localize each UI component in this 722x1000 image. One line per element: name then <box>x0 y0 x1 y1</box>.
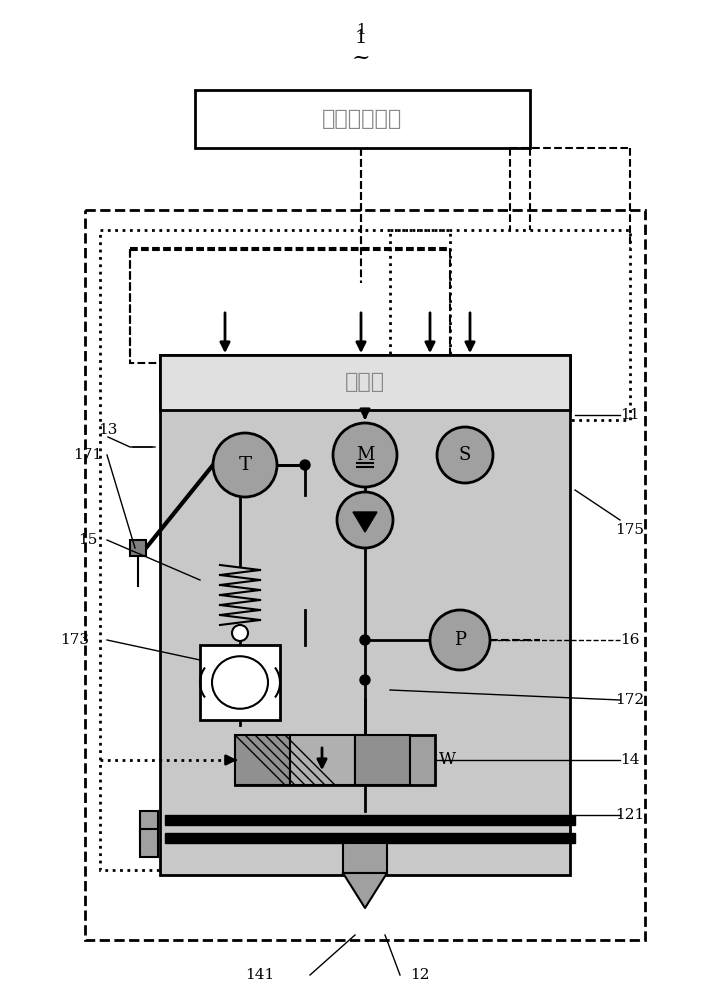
Circle shape <box>232 625 248 641</box>
Bar <box>165 833 575 843</box>
Text: 175: 175 <box>615 523 645 537</box>
Circle shape <box>337 492 393 548</box>
Bar <box>390 230 630 420</box>
Bar <box>130 540 146 556</box>
Polygon shape <box>343 873 387 908</box>
Text: S: S <box>458 446 471 464</box>
Text: 121: 121 <box>615 808 645 822</box>
Text: 16: 16 <box>620 633 640 647</box>
Polygon shape <box>353 512 377 532</box>
Text: 172: 172 <box>615 693 645 707</box>
Bar <box>130 248 450 363</box>
Bar <box>160 355 570 875</box>
Bar <box>195 90 530 148</box>
Text: ~: ~ <box>352 47 370 69</box>
Text: 173: 173 <box>61 633 90 647</box>
Circle shape <box>213 433 277 497</box>
Text: 171: 171 <box>74 448 103 462</box>
Bar <box>140 811 158 839</box>
Text: T: T <box>238 456 251 474</box>
Text: 141: 141 <box>245 968 274 982</box>
Text: 1: 1 <box>355 29 367 47</box>
Text: W: W <box>438 752 456 768</box>
Text: 11: 11 <box>620 408 640 422</box>
Text: M: M <box>356 446 374 464</box>
Circle shape <box>430 610 490 670</box>
Bar <box>160 355 570 410</box>
Circle shape <box>360 635 370 645</box>
Text: 14: 14 <box>620 753 640 767</box>
Bar <box>235 735 290 785</box>
Circle shape <box>437 427 493 483</box>
Bar <box>355 735 410 785</box>
Text: 12: 12 <box>410 968 430 982</box>
Text: P: P <box>454 631 466 649</box>
Text: 13: 13 <box>98 423 118 437</box>
Bar <box>165 815 575 825</box>
Bar <box>200 645 280 720</box>
Bar <box>343 843 387 873</box>
Bar <box>290 735 355 785</box>
Bar <box>100 230 450 870</box>
Bar <box>235 735 435 785</box>
Text: 其他信号输入: 其他信号输入 <box>323 108 403 130</box>
Text: 1: 1 <box>356 23 366 37</box>
Circle shape <box>333 423 397 487</box>
Circle shape <box>300 460 310 470</box>
Bar <box>140 829 158 857</box>
Text: 15: 15 <box>78 533 97 547</box>
Text: 控制器: 控制器 <box>345 371 385 393</box>
Bar <box>85 210 645 940</box>
Circle shape <box>360 675 370 685</box>
